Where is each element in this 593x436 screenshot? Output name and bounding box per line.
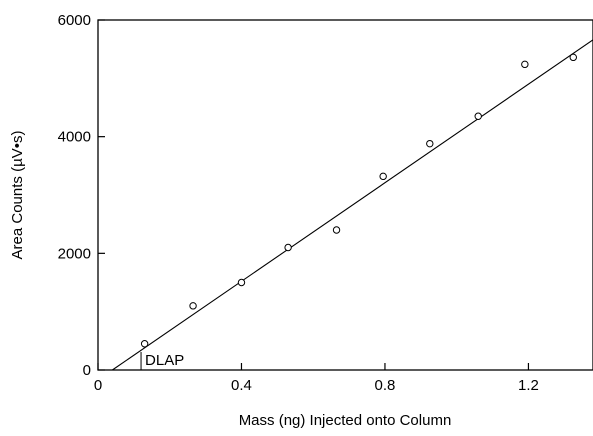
annotation-label: DLAP xyxy=(145,352,184,369)
data-point xyxy=(379,172,387,181)
data-point xyxy=(474,112,482,120)
x-tick-label: 0 xyxy=(94,377,102,394)
data-point xyxy=(521,60,529,69)
y-axis-label: Area Counts (µV•s) xyxy=(9,131,26,260)
y-axis-ticks: 0 2000 4000 6000 xyxy=(58,12,105,379)
data-point xyxy=(569,53,577,62)
y-tick-label: 4000 xyxy=(58,129,91,146)
data-point xyxy=(140,340,149,348)
data-points xyxy=(140,53,577,348)
data-point xyxy=(426,139,434,148)
x-tick-label: 1.2 xyxy=(518,377,539,394)
data-point xyxy=(237,278,246,287)
data-point xyxy=(284,243,292,252)
y-tick-label: 6000 xyxy=(58,12,91,29)
fit-line xyxy=(112,39,593,371)
x-tick-label: 0.4 xyxy=(231,377,252,394)
x-tick-label: 0.8 xyxy=(375,377,396,394)
data-point xyxy=(189,302,197,310)
y-tick-label: 2000 xyxy=(58,245,91,262)
x-axis-ticks: 0 0.4 0.8 1.2 xyxy=(94,363,539,394)
data-point xyxy=(332,226,341,234)
plot-frame xyxy=(97,19,593,371)
y-tick-label: 0 xyxy=(83,362,91,379)
x-axis-label: Mass (ng) Injected onto Column xyxy=(239,412,452,429)
fit-line-group xyxy=(112,39,593,371)
annotation-group: DLAP xyxy=(140,352,184,370)
